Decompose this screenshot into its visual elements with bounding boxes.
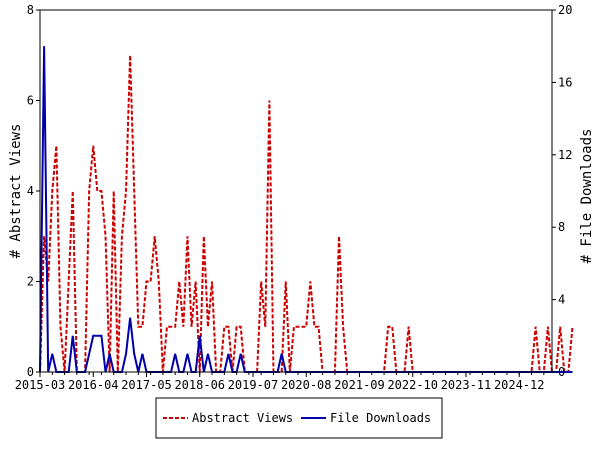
y-right-tick-label: 8 xyxy=(558,220,565,234)
axis-layer: 0 2 4 6 8 0 4 8 12 16 20 2015-03 2016-04 2017-05 2018-… xyxy=(15,3,573,392)
x-tick-label: 2024-12 xyxy=(494,378,545,392)
x-tick-label: 2022-10 xyxy=(387,378,438,392)
y-left-tick-label: 2 xyxy=(27,275,34,289)
legend-label-file-downloads: File Downloads xyxy=(330,411,431,425)
plot-frame xyxy=(39,9,553,373)
y-left-tick-label: 6 xyxy=(27,94,34,108)
series-layer xyxy=(39,46,574,373)
y-right-tick-label: 0 xyxy=(558,365,565,379)
x-tick-label: 2015-03 xyxy=(15,378,66,392)
x-tick-label: 2020-08 xyxy=(281,378,332,392)
y-axis-left-title: # Abstract Views xyxy=(8,124,24,259)
y-left-tick-label: 4 xyxy=(27,184,34,198)
x-tick-label: 2016-04 xyxy=(68,378,119,392)
series-line-abstract-views xyxy=(39,55,574,373)
x-tick-label: 2023-11 xyxy=(441,378,492,392)
y-left-tick-label: 8 xyxy=(27,3,34,17)
legend: Abstract Views File Downloads xyxy=(155,397,443,439)
y-right-tick-label: 12 xyxy=(558,148,572,162)
x-tick-label: 2019-07 xyxy=(228,378,279,392)
y-axis-right-title: # File Downloads xyxy=(579,129,595,264)
legend-box xyxy=(155,397,443,439)
x-tick-label: 2018-06 xyxy=(174,378,225,392)
x-tick-label: 2021-09 xyxy=(334,378,385,392)
y-right-tick-label: 20 xyxy=(558,3,572,17)
legend-label-abstract-views: Abstract Views xyxy=(192,411,293,425)
y-right-tick-label: 16 xyxy=(558,75,572,89)
y-right-tick-label: 4 xyxy=(558,293,565,307)
x-tick-label: 2017-05 xyxy=(121,378,172,392)
y-left-tick-label: 0 xyxy=(27,365,34,379)
